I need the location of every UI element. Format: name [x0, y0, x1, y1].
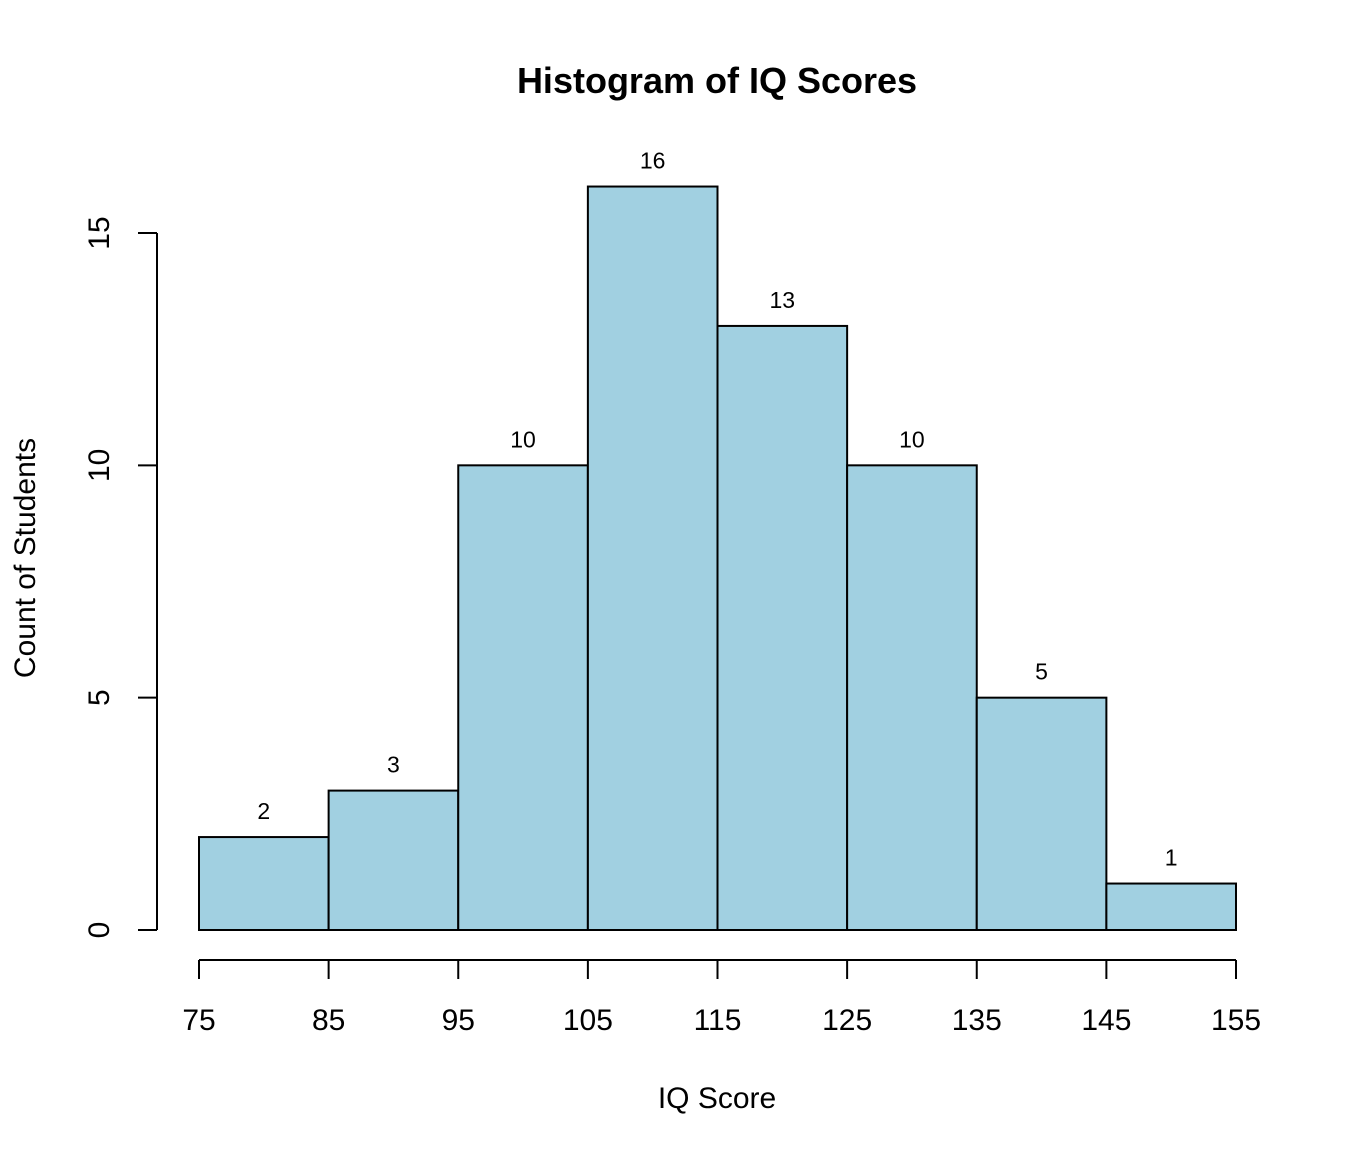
y-tick-label: 0	[83, 922, 116, 939]
x-axis: 75 85 95 105 115 125 135 145 155	[182, 959, 1261, 1037]
bar-count-label: 1	[1165, 845, 1178, 871]
bar-count-label: 10	[510, 426, 536, 452]
bar-count-label: 10	[899, 426, 925, 452]
bar-count-label: 3	[387, 752, 400, 778]
y-tick-label: 10	[83, 449, 116, 482]
histogram-bar	[846, 464, 978, 931]
histogram-bar	[457, 464, 589, 931]
x-tick-label: 105	[563, 1004, 613, 1037]
bar-count-label: 2	[257, 798, 270, 824]
histogram-bar	[198, 836, 330, 931]
x-tick-label: 85	[312, 1004, 345, 1037]
chart-title: Histogram of IQ Scores	[517, 60, 917, 101]
histogram-bar	[716, 324, 849, 931]
x-tick-label: 115	[694, 1004, 742, 1037]
x-axis-label: IQ Score	[658, 1082, 776, 1115]
y-axis-label: Count of Students	[9, 438, 42, 678]
x-tick-label: 145	[1081, 1004, 1131, 1037]
y-tick-label: 15	[83, 216, 116, 249]
histogram-bar	[327, 789, 460, 931]
histogram-bar	[1105, 882, 1237, 931]
x-tick-label: 155	[1211, 1004, 1261, 1037]
histogram-bar	[975, 696, 1108, 932]
x-tick-label: 75	[182, 1004, 215, 1037]
y-tick-label: 5	[83, 689, 116, 706]
y-axis: 0 5 10 15	[83, 216, 158, 939]
histogram-bar	[586, 185, 719, 932]
bar-count-label: 16	[640, 148, 666, 174]
data-labels-group: 2 3 10 16 13 10 5 1	[257, 148, 1177, 871]
x-tick-label: 125	[822, 1004, 872, 1037]
bar-count-label: 5	[1035, 659, 1048, 685]
bar-count-label: 13	[770, 287, 796, 313]
x-tick-label: 95	[442, 1004, 475, 1037]
x-tick-label: 135	[952, 1004, 1002, 1037]
bars-group	[198, 185, 1237, 932]
